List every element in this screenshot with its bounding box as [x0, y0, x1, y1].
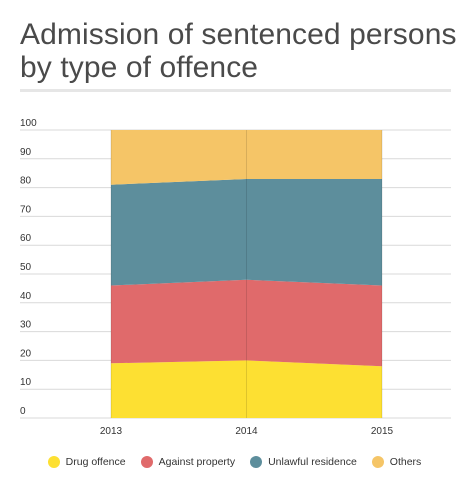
area-against-property: [111, 279, 382, 367]
y-tick-label-50: 50: [20, 262, 32, 273]
x-tick-label-2015: 2015: [371, 426, 394, 437]
x-axis-tick-labels: 2013 2014 2015: [100, 426, 394, 437]
legend-swatch-drug-offence: [47, 456, 60, 468]
y-tick-label-30: 30: [20, 320, 32, 331]
legend-swatch-unlawful-residence: [250, 456, 263, 468]
y-tick-label-90: 90: [20, 147, 32, 158]
x-tick-label-2013: 2013: [100, 426, 123, 437]
legend-item-unlawful-residence: Unlawful residence: [250, 456, 357, 468]
y-tick-label-20: 20: [20, 348, 32, 359]
y-tick-label-0: 0: [20, 406, 26, 417]
y-tick-label-80: 80: [20, 176, 32, 187]
legend-item-against-property: Against property: [140, 456, 236, 468]
legend-swatch-others: [371, 456, 384, 468]
y-tick-label-40: 40: [20, 291, 32, 302]
area-unlawful-residence: [111, 179, 382, 286]
legend-swatch-against-property: [140, 456, 153, 468]
area-series: [111, 130, 382, 418]
legend-item-others: Others: [371, 456, 422, 468]
legend-item-drug-offence: Drug offence: [47, 456, 126, 468]
y-axis-tick-labels: 0 10 20 30 40 50 60 70 80 90 100: [20, 118, 37, 417]
area-others: [111, 130, 382, 185]
y-tick-label-60: 60: [20, 233, 32, 244]
y-tick-label-10: 10: [20, 377, 32, 388]
legend-label-unlawful-residence: Unlawful residence: [268, 456, 357, 468]
y-tick-label-100: 100: [20, 118, 37, 129]
legend-label-against-property: Against property: [158, 456, 236, 468]
area-drug-offence: [111, 360, 382, 418]
chart-title: Admission of sentenced persons by type o…: [20, 18, 457, 84]
x-tick-label-2014: 2014: [235, 426, 258, 437]
legend-label-drug-offence: Drug offence: [65, 456, 126, 468]
chart-legend: Drug offence Against property Unlawful res…: [0, 452, 469, 472]
title-divider: [20, 89, 451, 92]
legend-label-others: Others: [389, 456, 422, 468]
stacked-area-chart: 0 10 20 30 40 50 60 70 80 90 100 2013 2014 2015: [20, 118, 451, 437]
y-tick-label-70: 70: [20, 204, 32, 215]
category-lines: [110, 130, 383, 418]
